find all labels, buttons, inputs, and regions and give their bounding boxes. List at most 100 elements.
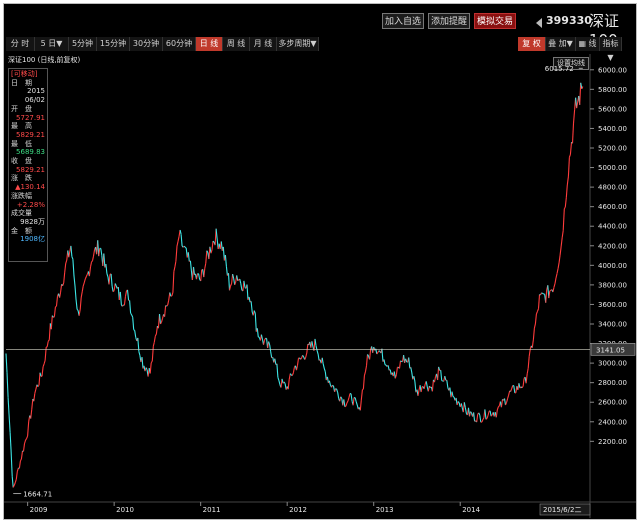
price-segment bbox=[237, 279, 240, 282]
price-segment bbox=[287, 379, 290, 390]
price-segment bbox=[497, 405, 500, 408]
previous-arrow-icon[interactable] bbox=[536, 18, 542, 28]
right-tool-0[interactable]: 复 权 bbox=[518, 37, 546, 51]
right-tool-2[interactable]: ▦ 线 bbox=[576, 37, 600, 51]
y-tick-label: 2200.00 bbox=[598, 438, 627, 446]
price-segment bbox=[246, 284, 249, 300]
change-value: ▲130.14 bbox=[15, 183, 45, 192]
period-tab-4[interactable]: 30分钟 bbox=[130, 37, 163, 51]
price-segment bbox=[160, 321, 162, 325]
price-segment bbox=[354, 397, 357, 402]
price-segment bbox=[153, 336, 156, 343]
price-segment bbox=[545, 289, 548, 303]
price-segment bbox=[496, 406, 499, 411]
y-tick-label: 2600.00 bbox=[598, 399, 627, 407]
price-segment bbox=[473, 412, 476, 422]
price-segment bbox=[311, 341, 314, 347]
price-segment bbox=[12, 485, 15, 488]
price-segment bbox=[549, 289, 552, 292]
price-segment bbox=[6, 372, 9, 398]
price-segment bbox=[559, 245, 562, 256]
price-segment bbox=[92, 249, 96, 257]
price-segment bbox=[355, 401, 358, 406]
price-segment bbox=[151, 346, 154, 362]
pct-value: +2.28% bbox=[16, 200, 45, 209]
price-segment bbox=[239, 278, 242, 284]
ma-settings-button[interactable]: 设置均线 bbox=[553, 57, 589, 70]
price-segment bbox=[38, 372, 41, 386]
price-segment bbox=[433, 376, 437, 383]
period-tab-6[interactable]: 日 线 bbox=[196, 37, 223, 51]
right-tool-1[interactable]: 叠 加▼ bbox=[546, 37, 576, 51]
price-segment bbox=[76, 308, 79, 311]
price-segment bbox=[533, 323, 536, 329]
price-segment bbox=[133, 329, 136, 331]
price-segment bbox=[256, 328, 259, 338]
price-segment bbox=[82, 282, 85, 287]
price-segment bbox=[48, 323, 51, 340]
add-to-watchlist-button[interactable]: 加入自选 bbox=[382, 13, 424, 29]
period-tab-8[interactable]: 月 线 bbox=[250, 37, 277, 51]
price-segment bbox=[83, 278, 86, 283]
price-segment bbox=[192, 266, 196, 275]
right-tool-3[interactable]: 指标▼ bbox=[600, 37, 622, 62]
price-segment bbox=[33, 393, 36, 402]
price-chart[interactable]: 2200.002400.002600.002800.003000.003200.… bbox=[4, 54, 636, 518]
price-segment bbox=[431, 379, 434, 392]
price-segment bbox=[438, 366, 441, 371]
price-segment bbox=[296, 358, 300, 366]
low-annotation: 1664.71 bbox=[23, 491, 52, 499]
price-segment bbox=[265, 337, 267, 340]
price-segment bbox=[414, 381, 417, 393]
x-tick-label: 2013 bbox=[376, 506, 394, 514]
price-segment bbox=[39, 372, 42, 377]
period-tab-3[interactable]: 15分钟 bbox=[97, 37, 130, 51]
price-segment bbox=[352, 397, 355, 406]
period-tab-2[interactable]: 5分钟 bbox=[69, 37, 97, 51]
y-tick-label: 2800.00 bbox=[598, 379, 627, 387]
price-segment bbox=[300, 357, 303, 360]
price-segment bbox=[240, 283, 243, 291]
price-segment bbox=[332, 384, 334, 387]
price-segment bbox=[350, 393, 353, 402]
period-tab-5[interactable]: 60分钟 bbox=[163, 37, 196, 51]
price-segment bbox=[134, 330, 137, 338]
price-segment bbox=[395, 367, 398, 375]
period-tab-1[interactable]: 5 日▼ bbox=[35, 37, 69, 51]
price-segment bbox=[289, 373, 292, 376]
price-segment bbox=[347, 397, 350, 402]
price-segment bbox=[55, 296, 59, 307]
price-segment bbox=[5, 353, 8, 373]
price-segment bbox=[378, 350, 381, 352]
price-segment bbox=[495, 409, 498, 418]
price-segment bbox=[510, 388, 513, 392]
price-segment bbox=[229, 283, 233, 287]
info-panel[interactable]: [可移动] 日 期 2015 06/02 开 盘 5727.91 最 高 582… bbox=[8, 68, 48, 262]
price-segment bbox=[464, 407, 467, 414]
price-segment bbox=[571, 123, 575, 144]
price-segment bbox=[8, 415, 11, 433]
period-tab-0[interactable]: 分 时 bbox=[6, 37, 35, 51]
simulated-trade-button[interactable]: 模拟交易 bbox=[474, 13, 516, 29]
price-segment bbox=[468, 411, 472, 417]
close-label: 收 盘 bbox=[11, 157, 32, 166]
price-segment bbox=[427, 386, 430, 392]
open-value: 5727.91 bbox=[16, 113, 45, 122]
price-segment bbox=[164, 305, 167, 317]
price-segment bbox=[105, 263, 108, 274]
price-segment bbox=[561, 230, 564, 238]
price-segment bbox=[22, 443, 26, 452]
price-segment bbox=[306, 344, 309, 353]
price-segment bbox=[53, 307, 56, 317]
period-tab-9[interactable]: 多步周期▼ bbox=[277, 37, 319, 51]
add-alert-button[interactable]: 添加提醒 bbox=[428, 13, 470, 29]
price-segment bbox=[553, 283, 556, 288]
price-segment bbox=[112, 290, 115, 293]
period-tab-7[interactable]: 周 线 bbox=[223, 37, 250, 51]
price-segment bbox=[511, 385, 514, 389]
price-segment bbox=[537, 294, 541, 309]
price-segment bbox=[521, 385, 524, 389]
price-segment bbox=[535, 311, 539, 315]
price-segment bbox=[283, 381, 286, 384]
price-segment bbox=[562, 208, 565, 231]
